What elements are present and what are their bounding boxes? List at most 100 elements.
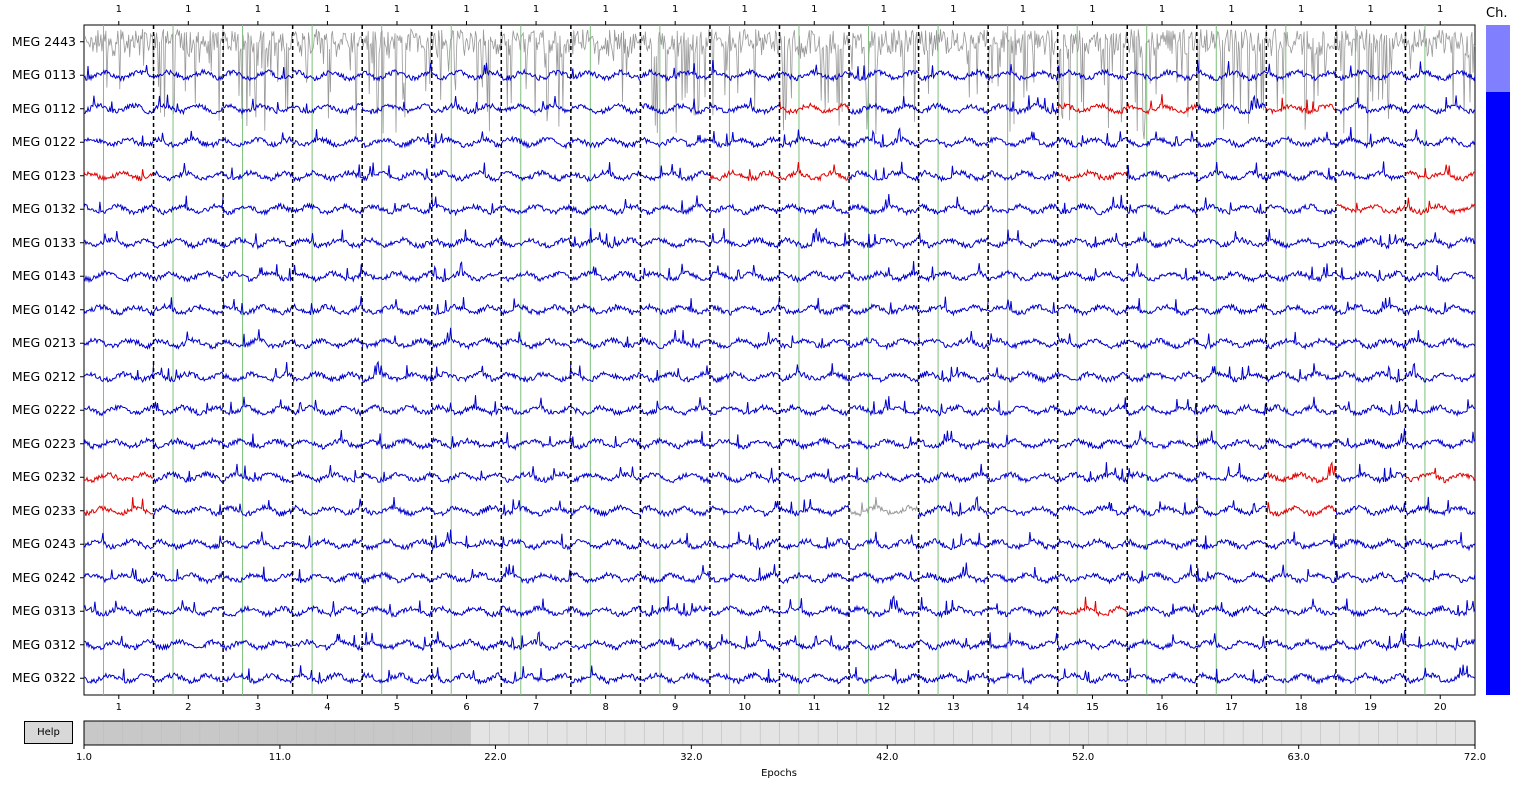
channel-trace [570, 538, 641, 550]
channel-trace [361, 335, 433, 350]
channel-trace [639, 471, 711, 485]
channel-label[interactable]: MEG 0122 [11, 134, 76, 150]
epoch-tick-label: 14 [1016, 702, 1030, 713]
channel-trace [1196, 602, 1267, 618]
channel-label[interactable]: MEG 0243 [11, 536, 76, 552]
channel-trace [83, 201, 154, 216]
channel-trace [1126, 468, 1198, 483]
channel-label[interactable]: MEG 0213 [11, 335, 76, 351]
channel-trace [918, 463, 989, 484]
channel-trace [222, 202, 294, 216]
channel-trace [222, 396, 293, 416]
channel-trace [570, 228, 641, 249]
channel-label[interactable]: MEG 0143 [11, 268, 76, 284]
channel-trace [1335, 672, 1406, 685]
channel-scrollbar-bad[interactable] [1486, 25, 1510, 92]
channel-label[interactable]: MEG 2443 [11, 33, 76, 49]
channel-trace [292, 202, 363, 216]
channel-trace [1265, 637, 1336, 652]
channel-trace [292, 370, 363, 383]
channel-trace [222, 463, 293, 484]
channel-label[interactable]: MEG 0112 [11, 100, 76, 116]
channel-trace [640, 29, 711, 134]
channel-trace [1196, 496, 1267, 518]
channel-trace [1405, 600, 1476, 617]
channel-trace [361, 360, 433, 383]
epoch-tick-label: 12 [877, 702, 891, 713]
channel-label[interactable]: MEG 0212 [11, 368, 76, 384]
channel-label[interactable]: MEG 0222 [11, 402, 76, 418]
channel-trace [848, 371, 920, 383]
channel-trace [292, 569, 363, 584]
channel-trace [1126, 603, 1198, 618]
channel-trace [1196, 365, 1267, 383]
channel-label[interactable]: MEG 0232 [11, 469, 76, 485]
channel-trace [1405, 61, 1476, 82]
channel-trace [639, 565, 711, 584]
channel-trace [570, 162, 641, 183]
channel-scrollbar-thumb[interactable] [1486, 92, 1510, 695]
channel-label[interactable]: MEG 0123 [11, 167, 76, 183]
channel-label[interactable]: MEG 0142 [11, 301, 76, 317]
channel-trace [1126, 501, 1197, 518]
epoch-tick-label: 10 [738, 702, 752, 713]
channel-trace [918, 232, 989, 249]
channel-trace [1335, 463, 1406, 485]
scroll-tick-label: 1.0 [76, 752, 92, 763]
channel-trace [640, 164, 711, 182]
channel-trace [501, 169, 572, 182]
channel-trace [83, 403, 155, 417]
channel-trace [222, 433, 294, 450]
channel-trace [153, 367, 224, 383]
channel-trace [361, 299, 433, 316]
channel-trace [1196, 136, 1267, 149]
channel-trace [1057, 131, 1128, 149]
channel-trace [1335, 161, 1406, 182]
channel-trace [848, 667, 920, 685]
channel-trace [361, 470, 432, 483]
channel-trace [987, 367, 1059, 384]
channel-trace [361, 27, 433, 134]
channel-trace [1405, 570, 1476, 584]
channel-trace [779, 161, 850, 182]
channel-trace [639, 329, 711, 350]
epoch-tick-label: 15 [1086, 702, 1099, 713]
channel-label[interactable]: MEG 0223 [11, 435, 76, 451]
channel-trace [987, 470, 1059, 484]
channel-trace [1265, 203, 1337, 215]
channel-label[interactable]: MEG 0242 [11, 569, 76, 585]
channel-label[interactable]: MEG 0312 [11, 636, 76, 652]
event-label: 1 [811, 4, 818, 15]
channel-trace [1057, 101, 1128, 115]
channel-trace [1127, 231, 1198, 249]
channel-label[interactable]: MEG 0132 [11, 201, 76, 217]
channel-trace [223, 132, 294, 148]
channel-trace [500, 30, 572, 127]
channel-trace [1057, 637, 1128, 651]
epoch-tick-label: 13 [947, 702, 960, 713]
channel-label[interactable]: MEG 0233 [11, 502, 76, 518]
channel-trace [848, 571, 919, 585]
channel-trace [153, 436, 224, 450]
channel-trace [500, 564, 572, 584]
epoch-tick-label: 1 [115, 702, 122, 713]
help-button[interactable]: Help [24, 721, 73, 744]
channel-trace [779, 468, 850, 484]
channel-trace [1126, 263, 1198, 282]
channel-label[interactable]: MEG 0113 [11, 67, 76, 83]
channel-trace [1057, 194, 1128, 216]
channel-trace [918, 403, 989, 417]
channel-trace [431, 436, 502, 450]
channel-label[interactable]: MEG 0313 [11, 603, 76, 619]
channel-trace [848, 302, 920, 316]
channel-trace [640, 63, 711, 83]
channel-label[interactable]: MEG 0133 [11, 234, 76, 250]
epoch-tick-label: 5 [393, 702, 401, 713]
channel-trace [1265, 531, 1337, 551]
channel-trace [1126, 203, 1198, 216]
channel-trace [1127, 298, 1197, 316]
channel-trace [1405, 29, 1476, 113]
channel-trace [361, 537, 433, 551]
channel-label[interactable]: MEG 0322 [11, 670, 76, 686]
